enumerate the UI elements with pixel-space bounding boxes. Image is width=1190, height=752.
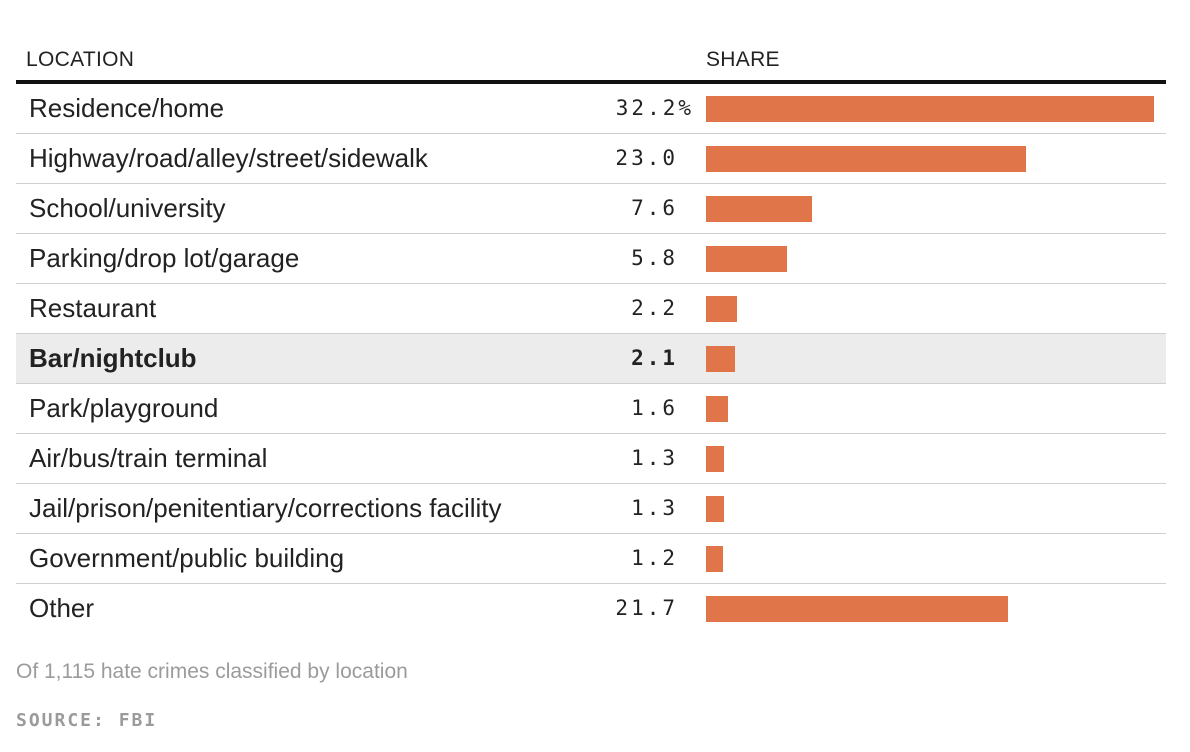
value-label: 5.8 (631, 246, 678, 270)
value-label: 2.1 (631, 346, 678, 370)
value-label: 1.2 (631, 546, 678, 570)
table-row: Restaurant 2.2 (16, 284, 1166, 334)
value-label: 2.2 (631, 296, 678, 320)
table-row: Residence/home 32.2% (16, 84, 1166, 134)
value-label: 32.2% (615, 96, 694, 120)
table-header: LOCATION SHARE (16, 0, 1166, 84)
table-body: Residence/home 32.2% Highway/road/alley/st… (16, 84, 1166, 633)
value-label: 23.0 (615, 146, 678, 170)
category-label: Other (29, 593, 95, 623)
source-credit: SOURCE: FBI (16, 710, 158, 731)
footnote: Of 1,115 hate crimes classified by locat… (16, 660, 408, 683)
category-label: Park/playground (29, 393, 219, 423)
category-label: School/university (29, 193, 226, 223)
table-row: Government/public building 1.2 (16, 534, 1166, 584)
table-row: School/university 7.6 (16, 184, 1166, 234)
table-row: Other 21.7 (16, 584, 1166, 633)
bar (706, 146, 1026, 172)
category-label: Parking/drop lot/garage (29, 243, 300, 273)
bar (706, 246, 787, 272)
table-row: Park/playground 1.6 (16, 384, 1166, 434)
category-label: Residence/home (29, 93, 225, 123)
chart-table: LOCATION SHARE Residence/home 32.2% Highwa… (16, 0, 1166, 633)
category-label: Highway/road/alley/street/sidewalk (29, 143, 428, 173)
table-row: Bar/nightclub 2.1 (16, 334, 1166, 384)
bar (706, 196, 812, 222)
bar (706, 446, 724, 472)
location-column-header: LOCATION (26, 48, 135, 71)
table-row: Highway/road/alley/street/sidewalk 23.0 (16, 134, 1166, 184)
category-label: Government/public building (29, 543, 345, 573)
bar (706, 546, 723, 572)
value-label: 7.6 (631, 196, 678, 220)
value-label: 1.3 (631, 496, 678, 520)
category-label: Air/bus/train terminal (29, 443, 268, 473)
share-column-header: SHARE (706, 48, 780, 71)
category-label: Bar/nightclub (29, 343, 197, 373)
category-label: Jail/prison/penitentiary/corrections fac… (29, 493, 502, 523)
bar (706, 96, 1154, 122)
value-label: 1.6 (631, 396, 678, 420)
bar (706, 496, 724, 522)
table-row: Jail/prison/penitentiary/corrections fac… (16, 484, 1166, 534)
bar (706, 596, 1008, 622)
table-row: Parking/drop lot/garage 5.8 (16, 234, 1166, 284)
table-row: Air/bus/train terminal 1.3 (16, 434, 1166, 484)
category-label: Restaurant (29, 293, 157, 323)
bar (706, 346, 735, 372)
bar (706, 396, 728, 422)
value-label: 21.7 (615, 596, 678, 620)
bar (706, 296, 737, 322)
value-label: 1.3 (631, 446, 678, 470)
